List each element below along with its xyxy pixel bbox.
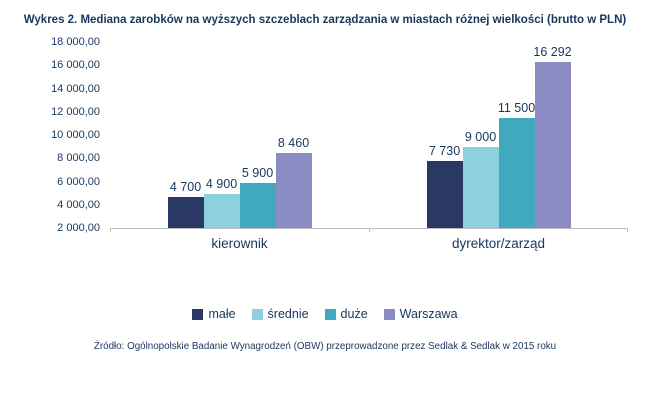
legend-label: średnie [267, 307, 309, 322]
y-tick-label: 12 000,00 [51, 105, 100, 118]
legend-swatch-icon [251, 308, 263, 320]
legend-item-Warszawa: Warszawa [383, 307, 458, 322]
category-label-kierownik: kierownik [211, 236, 268, 252]
bar-Warszawa-kierownik: 8 460 [275, 136, 312, 229]
bar-value-label: 4 700 [169, 179, 202, 194]
bar-value-label: 16 292 [533, 44, 572, 59]
y-tick-label: 6 000,00 [57, 175, 100, 188]
x-axis-tick [369, 228, 370, 233]
y-tick-label: 10 000,00 [51, 129, 100, 142]
y-tick-label: 2 000,00 [57, 222, 100, 235]
bar-group-kierownik: 4 700 4 900 5 900 8 460 [110, 42, 369, 229]
source-note: Źródło: Ogólnopolskie Badanie Wynagrodze… [93, 341, 557, 353]
bar-Warszawa-dyrektor/zarząd: 16 292 [533, 45, 572, 229]
bar-value-label: 9 000 [464, 129, 497, 144]
category-label-dyrektor/zarząd: dyrektor/zarząd [451, 236, 546, 252]
bar-value-label: 7 730 [428, 144, 461, 159]
x-axis-tick [110, 228, 111, 233]
y-tick-label: 16 000,00 [51, 59, 100, 72]
bar-małe-dyrektor/zarząd: 7 730 [426, 144, 463, 229]
chart-title: Wykres 2. Mediana zarobków na wyższych s… [23, 14, 627, 26]
bar-małe-kierownik: 4 700 [167, 180, 204, 229]
legend-item-średnie: średnie [251, 307, 309, 322]
plot-area: 4 700 4 900 5 900 8 460 7 730 9 000 11 500 16 2… [110, 42, 628, 233]
chart: 18 000,00 16 000,00 14 000,00 12 000,00 10 0… [14, 36, 636, 234]
legend: małe średnie duże Warszawa [14, 307, 636, 321]
legend-swatch-icon [324, 308, 336, 320]
bar-value-label: 8 460 [277, 136, 310, 150]
y-tick-label: 4 000,00 [57, 198, 100, 211]
bar-duże-kierownik: 5 900 [239, 166, 276, 229]
legend-item-duże: duże [324, 307, 368, 322]
legend-label: małe [208, 307, 236, 322]
y-tick-label: 14 000,00 [51, 82, 100, 95]
bar-value-label: 5 900 [241, 165, 274, 180]
bar-średnie-dyrektor/zarząd: 9 000 [462, 130, 499, 229]
y-tick-label: 8 000,00 [57, 152, 100, 165]
bar-value-label: 4 900 [205, 177, 238, 192]
y-tick-label: 18 000,00 [51, 36, 100, 49]
bar-duże-dyrektor/zarząd: 11 500 [498, 101, 535, 229]
y-axis: 18 000,00 16 000,00 14 000,00 12 000,00 10 0… [14, 36, 110, 234]
x-axis-tick [627, 228, 628, 233]
legend-swatch-icon [383, 308, 395, 320]
bar-value-label: 11 500 [497, 100, 536, 115]
legend-swatch-icon [192, 308, 204, 320]
bar-group-dyrektor/zarząd: 7 730 9 000 11 500 16 292 [369, 42, 628, 229]
bar-średnie-kierownik: 4 900 [203, 177, 240, 229]
legend-item-małe: małe [192, 307, 236, 322]
legend-label: duże [340, 307, 368, 322]
category-labels: kierownik dyrektor/zarząd [110, 229, 628, 251]
legend-label: Warszawa [399, 307, 458, 322]
